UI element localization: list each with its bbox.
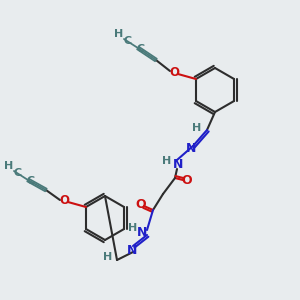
Text: H: H — [128, 223, 138, 233]
Text: H: H — [114, 29, 124, 39]
Text: N: N — [186, 142, 196, 155]
Text: O: O — [182, 173, 192, 187]
Text: O: O — [136, 199, 146, 212]
Text: C: C — [124, 36, 132, 46]
Text: H: H — [103, 252, 112, 262]
Text: H: H — [4, 161, 14, 171]
Text: N: N — [137, 226, 147, 239]
Text: C: C — [14, 168, 22, 178]
Text: C: C — [137, 44, 145, 54]
Text: O: O — [59, 194, 69, 206]
Text: H: H — [192, 123, 202, 133]
Text: H: H — [162, 156, 172, 166]
Text: C: C — [27, 176, 35, 186]
Text: N: N — [173, 158, 183, 172]
Text: N: N — [127, 244, 137, 256]
Text: O: O — [169, 65, 179, 79]
